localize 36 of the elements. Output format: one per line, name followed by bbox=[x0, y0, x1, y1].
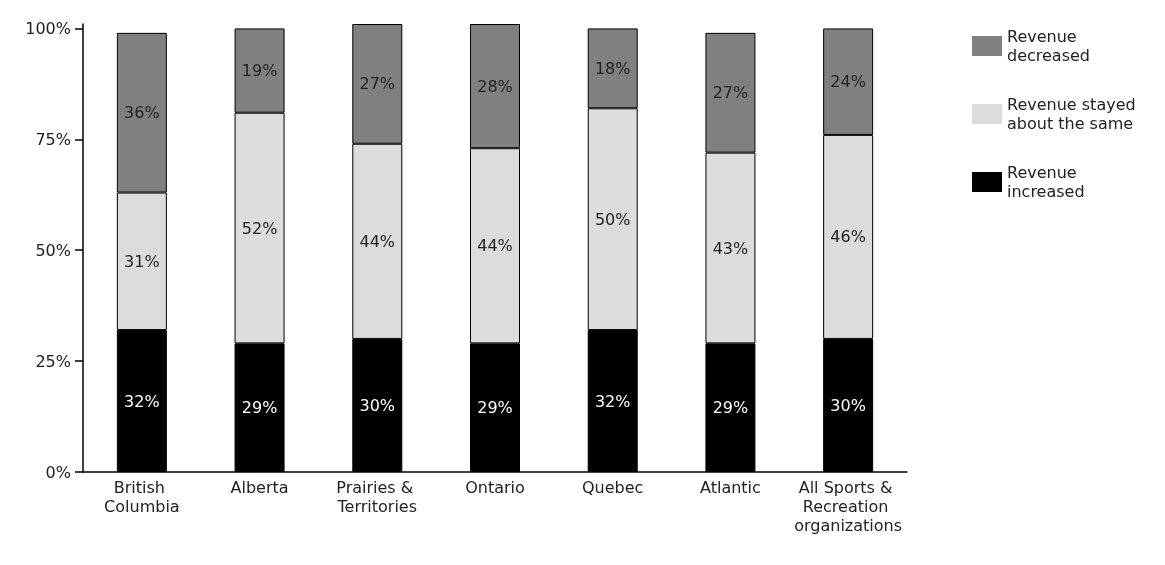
x-tick-label: All Sports & Recreation organizations bbox=[794, 478, 903, 535]
x-tick-label: Alberta bbox=[230, 478, 289, 497]
data-label: 30% bbox=[359, 395, 396, 415]
data-label: 30% bbox=[830, 395, 866, 415]
data-label: 29% bbox=[241, 398, 278, 418]
y-tick-label: 50% bbox=[35, 240, 71, 260]
y-tick-label: 25% bbox=[35, 351, 71, 371]
data-label: 50% bbox=[594, 209, 631, 229]
data-label: 32% bbox=[124, 391, 160, 411]
data-label: 36% bbox=[124, 103, 160, 123]
data-label: 27% bbox=[359, 74, 396, 94]
data-label: 18% bbox=[594, 58, 631, 78]
data-label: 32% bbox=[594, 391, 631, 411]
legend-label: Revenue decreased bbox=[1007, 27, 1091, 65]
y-tick-label: 0% bbox=[45, 462, 71, 482]
data-label: 29% bbox=[477, 398, 513, 418]
x-tick-label: Atlantic bbox=[700, 478, 761, 497]
data-label: 24% bbox=[830, 72, 866, 92]
legend-label: Revenue stayed about the same bbox=[1007, 95, 1141, 133]
legend-label: Revenue increased bbox=[1007, 163, 1085, 201]
data-label: 44% bbox=[477, 236, 513, 256]
data-label: 28% bbox=[477, 76, 513, 96]
data-label: 27% bbox=[712, 83, 749, 103]
x-tick-label: Quebec bbox=[582, 478, 644, 497]
data-label: 29% bbox=[712, 398, 749, 418]
data-label: 46% bbox=[830, 227, 866, 247]
data-label: 31% bbox=[124, 251, 160, 271]
data-label: 19% bbox=[241, 61, 278, 81]
data-label: 52% bbox=[241, 218, 278, 238]
x-tick-label: Prairies & Territories bbox=[336, 478, 419, 516]
x-tick-label: British Columbia bbox=[104, 478, 180, 516]
x-tick-label: Ontario bbox=[465, 478, 525, 497]
y-tick-label: 75% bbox=[35, 129, 71, 149]
data-label: 44% bbox=[359, 231, 396, 251]
data-label: 43% bbox=[712, 238, 749, 258]
y-tick-label: 100% bbox=[25, 18, 71, 38]
